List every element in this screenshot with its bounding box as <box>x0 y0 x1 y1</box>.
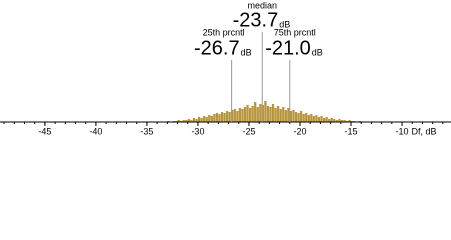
bar <box>177 120 180 122</box>
bar <box>185 120 188 122</box>
marker-value: -21.0 <box>265 37 311 59</box>
bar <box>266 106 270 122</box>
bar <box>197 117 201 122</box>
marker-name: 75th prcntl <box>274 27 316 37</box>
bar <box>338 119 341 122</box>
bar <box>241 109 244 122</box>
bar <box>305 113 308 122</box>
bar <box>264 101 267 122</box>
bar <box>220 112 224 122</box>
bar <box>340 120 344 122</box>
x-tick-label: -35 <box>140 126 153 136</box>
bar <box>195 119 198 122</box>
bar <box>271 104 275 122</box>
bar <box>310 114 313 122</box>
bar <box>299 111 303 122</box>
x-tick-label: -40 <box>89 126 102 136</box>
bar <box>307 115 310 122</box>
x-tick-label: -25 <box>242 126 255 136</box>
bar <box>330 118 333 122</box>
bar <box>192 118 196 122</box>
bar <box>261 105 264 122</box>
marker-value: -23.7 <box>233 9 279 31</box>
marker-name: median <box>247 0 277 10</box>
bar <box>248 108 252 122</box>
bar <box>236 111 239 122</box>
marker-unit: dB <box>312 47 323 57</box>
bar <box>302 114 305 122</box>
bar <box>226 111 229 122</box>
x-tick-label: -30 <box>191 126 204 136</box>
bar <box>282 107 285 122</box>
x-tick-label: -15 <box>344 126 357 136</box>
bar <box>203 116 206 122</box>
x-axis-label: Df, dB <box>411 126 436 136</box>
marker-unit: dB <box>279 19 290 29</box>
bar <box>251 106 254 122</box>
bar <box>315 115 318 122</box>
bar <box>274 108 277 122</box>
x-tick-label: -10 <box>396 126 409 136</box>
bar <box>320 116 323 122</box>
marker-unit: dB <box>241 47 252 57</box>
bar <box>218 114 221 122</box>
bar <box>284 110 287 122</box>
bar <box>190 120 193 122</box>
bar <box>233 109 236 122</box>
bar <box>277 106 280 122</box>
bar <box>333 119 336 122</box>
bar <box>182 120 185 122</box>
bar <box>238 108 242 122</box>
bar <box>228 112 231 122</box>
marker-value: -26.7 <box>194 37 240 59</box>
bar <box>213 114 216 122</box>
bar <box>246 105 249 122</box>
bar <box>256 107 259 122</box>
bar <box>287 108 290 122</box>
bar <box>187 119 190 122</box>
bar <box>231 110 234 122</box>
bar <box>208 115 211 122</box>
bar <box>279 109 282 122</box>
bar <box>215 113 219 122</box>
marker-name: 25th prcntl <box>203 27 245 37</box>
bar <box>292 110 295 122</box>
bar <box>325 117 328 122</box>
bar <box>348 120 351 122</box>
bar <box>297 113 300 122</box>
bar <box>328 119 331 122</box>
bar <box>343 120 346 122</box>
bar <box>312 116 315 122</box>
bar <box>205 117 208 122</box>
bar <box>294 112 298 122</box>
x-tick-label: -20 <box>293 126 306 136</box>
bar <box>317 117 321 122</box>
chart: Df, dB -45 -40 -35 -30 -25 -20 -15 -10 25th prcn… <box>0 0 451 136</box>
x-tick-label: -45 <box>38 126 51 136</box>
bar <box>210 116 213 122</box>
bar <box>335 120 338 122</box>
bar <box>200 118 203 122</box>
bar <box>254 102 257 122</box>
bar <box>223 113 226 122</box>
bar <box>289 111 293 122</box>
bar <box>243 107 247 122</box>
bar <box>269 107 272 122</box>
bar <box>322 118 326 122</box>
bar <box>259 104 262 122</box>
